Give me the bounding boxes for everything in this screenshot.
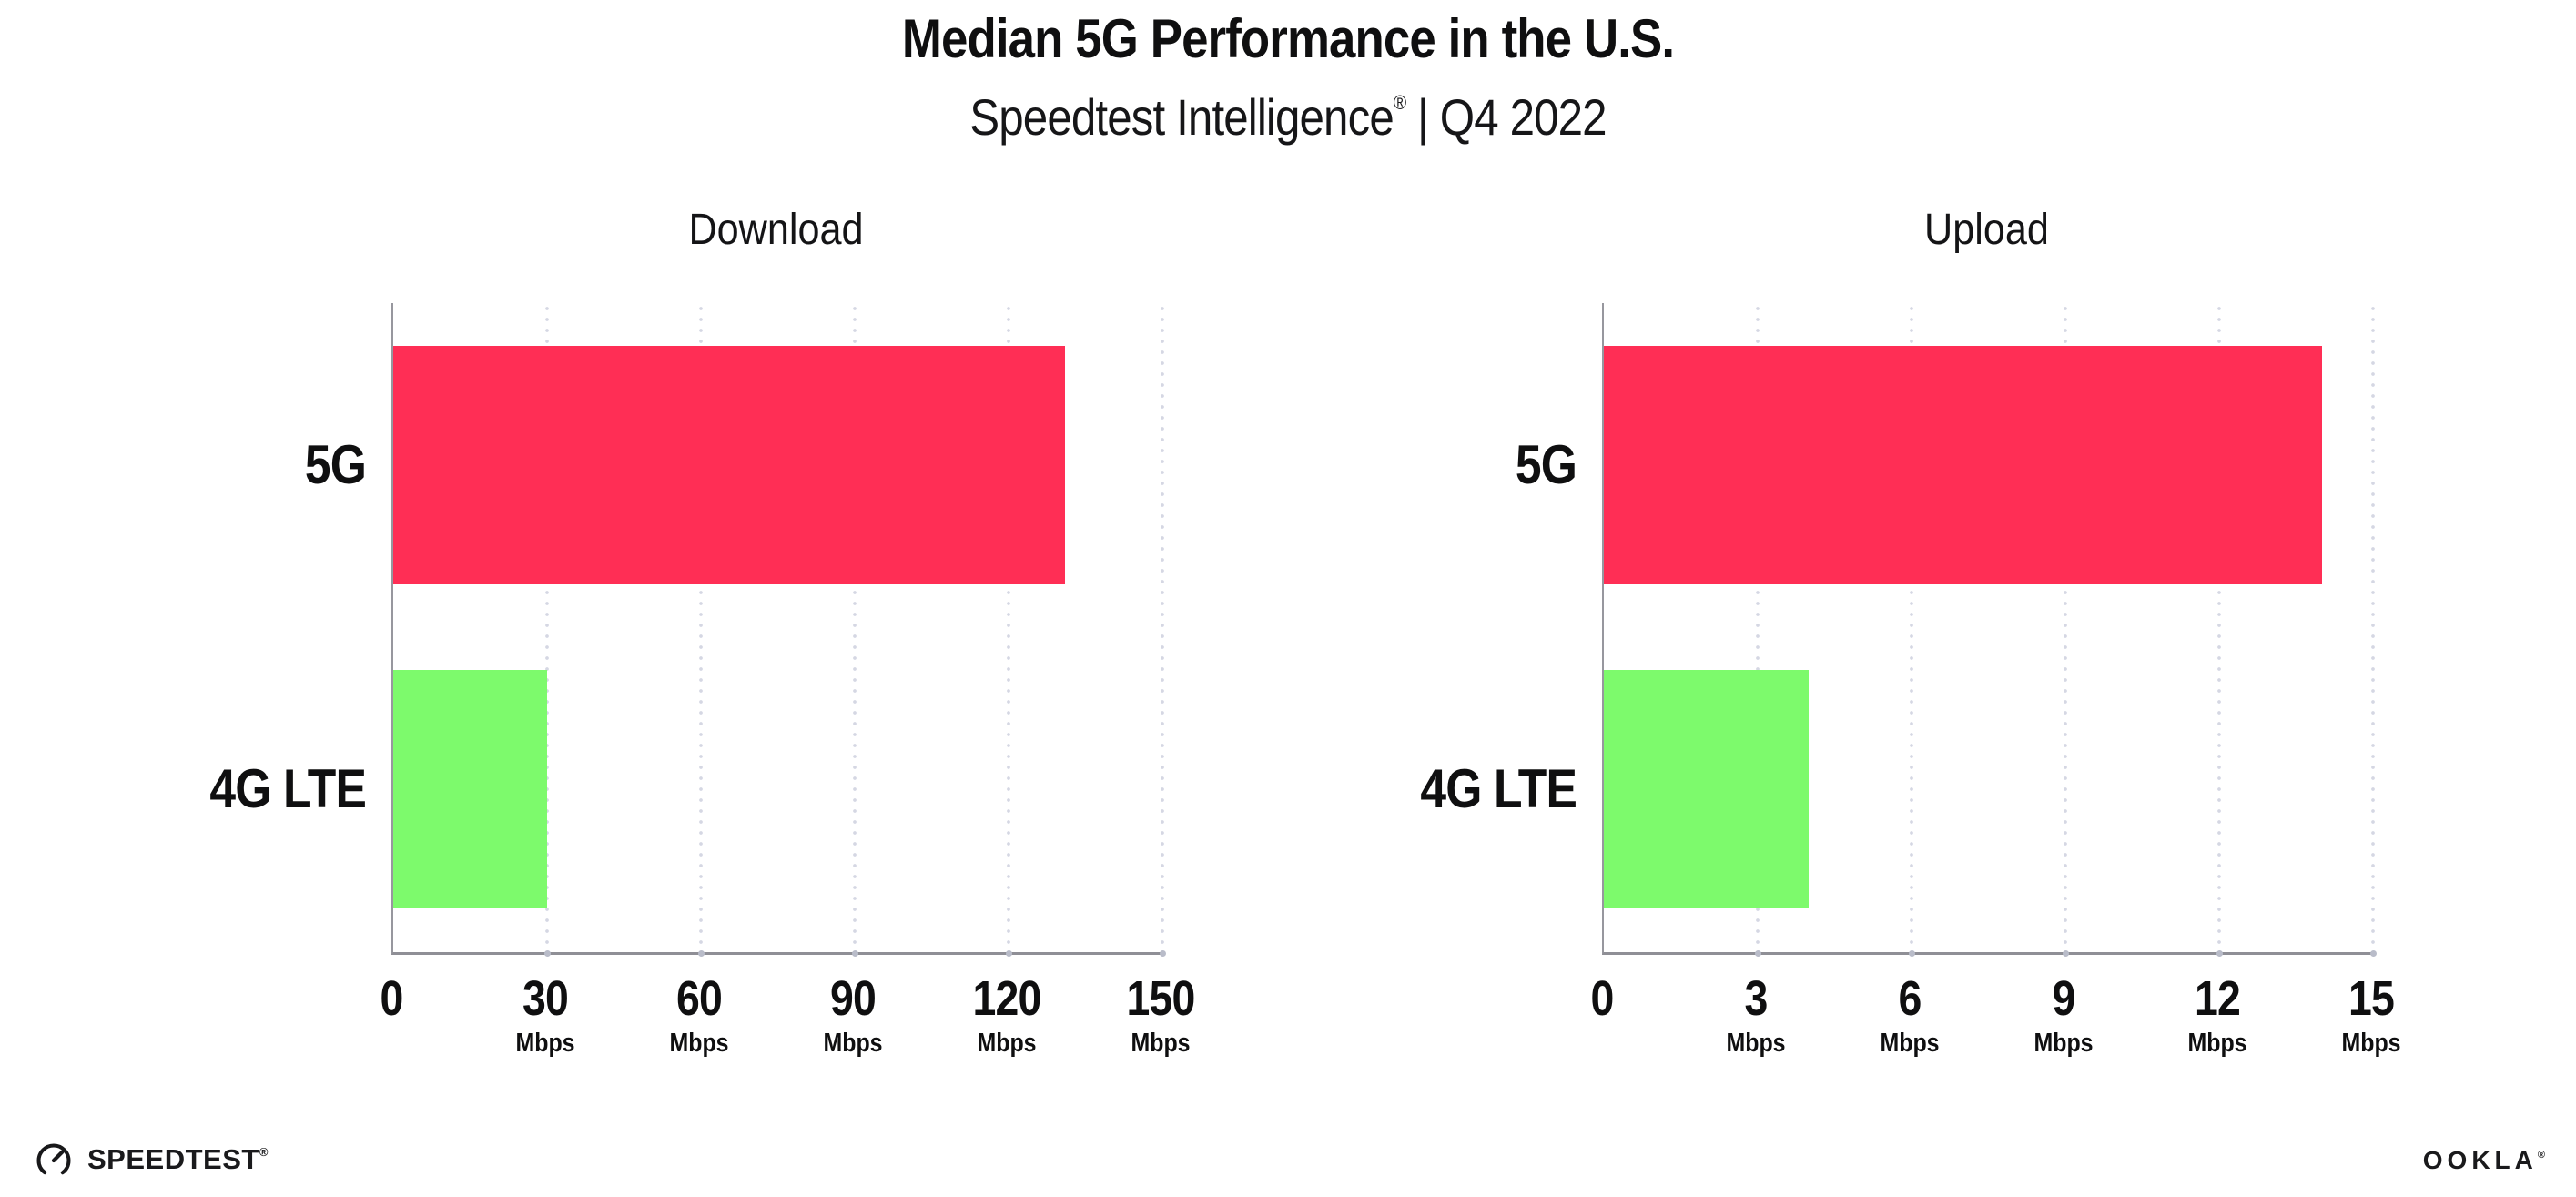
- tick-label: 0: [380, 971, 404, 1026]
- subtitle-period: | Q4 2022: [1405, 88, 1607, 146]
- grid-line: [2217, 303, 2221, 952]
- category-label-4g-lte: 4G LTE: [209, 758, 366, 819]
- grid-line: [2371, 303, 2375, 952]
- grid-line: [1007, 303, 1010, 952]
- tick-unit: Mbps: [977, 1029, 1037, 1058]
- grid-line: [853, 303, 857, 952]
- tick-label: 30: [522, 971, 569, 1026]
- category-label-4g-lte: 4G LTE: [1420, 758, 1577, 819]
- tick-unit: Mbps: [1880, 1029, 1940, 1058]
- tick-unit: Mbps: [823, 1029, 883, 1058]
- page-subtitle: Speedtest Intelligence® | Q4 2022: [155, 87, 2421, 147]
- page-title: Median 5G Performance in the U.S.: [901, 8, 1675, 69]
- tick-label: 60: [676, 971, 723, 1026]
- chart-title-download: Download: [688, 206, 864, 254]
- x-tick-30: 30 Mbps: [482, 972, 608, 1058]
- tick-unit: Mbps: [669, 1029, 729, 1058]
- x-tick-150: 150 Mbps: [1098, 972, 1223, 1058]
- x-tick-6: 6 Mbps: [1847, 972, 1973, 1058]
- tick-label: 9: [2052, 971, 2076, 1026]
- x-tick-0: 0: [1539, 972, 1665, 1025]
- plot-area: [391, 303, 1166, 957]
- x-tick-12: 12 Mbps: [2155, 972, 2280, 1058]
- tick-unit: Mbps: [2033, 1029, 2094, 1058]
- grid-line: [1756, 303, 1760, 952]
- tick-unit: Mbps: [2341, 1029, 2401, 1058]
- x-tick-15: 15 Mbps: [2308, 972, 2434, 1058]
- tick-label: 150: [1126, 971, 1196, 1026]
- x-tick-120: 120 Mbps: [944, 972, 1070, 1058]
- axis-tick-dot: [851, 950, 858, 957]
- registered-mark: ®: [2537, 1150, 2545, 1161]
- axis-tick-dot: [1908, 950, 1915, 957]
- category-label-5g: 5G: [1515, 434, 1577, 495]
- speedtest-gauge-icon: [33, 1139, 75, 1181]
- bar-4g-lte: [393, 670, 547, 908]
- tick-unit: Mbps: [2187, 1029, 2247, 1058]
- subtitle-brand: Speedtest Intelligence: [969, 88, 1394, 146]
- axis-tick-dot: [1005, 950, 1012, 957]
- x-tick-0: 0: [329, 972, 454, 1025]
- grid-line: [2064, 303, 2067, 952]
- tick-label: 0: [1590, 971, 1615, 1026]
- chart-title-upload: Upload: [1924, 206, 2049, 254]
- axis-tick-dot: [2062, 950, 2069, 957]
- bar-5g: [393, 346, 1065, 584]
- x-tick-9: 9 Mbps: [2001, 972, 2126, 1058]
- upload-chart: Upload 5G 4G LTE 0 3 Mbps 6 Mbps 9 Mbps 12 Mbps 15 M…: [1338, 205, 2403, 1097]
- speedtest-wordmark: SPEEDTEST®: [87, 1143, 269, 1175]
- grid-line: [699, 303, 703, 952]
- category-label-5g: 5G: [304, 434, 367, 495]
- registered-mark: ®: [259, 1145, 269, 1159]
- grid-line: [1161, 303, 1164, 952]
- bar-5g: [1604, 346, 2322, 584]
- plot-area: [1602, 303, 2377, 957]
- axis-tick-dot: [2216, 950, 2223, 957]
- tick-label: 120: [972, 971, 1042, 1026]
- axis-tick-dot: [1159, 950, 1166, 957]
- ookla-wordmark: OOKLA: [2422, 1146, 2538, 1174]
- x-tick-3: 3 Mbps: [1693, 972, 1819, 1058]
- axis-tick-dot: [2369, 950, 2377, 957]
- axis-tick-dot: [1754, 950, 1761, 957]
- tick-unit: Mbps: [515, 1029, 575, 1058]
- x-tick-90: 90 Mbps: [790, 972, 916, 1058]
- grid-line: [1910, 303, 1913, 952]
- x-tick-60: 60 Mbps: [636, 972, 762, 1058]
- axis-tick-dot: [543, 950, 551, 957]
- ookla-logo: OOKLA®: [2423, 1146, 2545, 1175]
- registered-mark: ®: [1393, 91, 1406, 114]
- tick-label: 6: [1898, 971, 1922, 1026]
- tick-unit: Mbps: [1131, 1029, 1191, 1058]
- tick-label: 3: [1744, 971, 1769, 1026]
- download-chart: Download 5G 4G LTE 0 30 Mbps 60 Mbps 90 Mbps 120 M…: [127, 205, 1195, 1097]
- tick-unit: Mbps: [1726, 1029, 1786, 1058]
- tick-label: 90: [830, 971, 877, 1026]
- speedtest-logo: SPEEDTEST®: [33, 1139, 269, 1181]
- grid-line: [545, 303, 549, 952]
- tick-label: 15: [2348, 971, 2395, 1026]
- bar-4g-lte: [1604, 670, 1810, 908]
- tick-label: 12: [2195, 971, 2241, 1026]
- axis-tick-dot: [697, 950, 705, 957]
